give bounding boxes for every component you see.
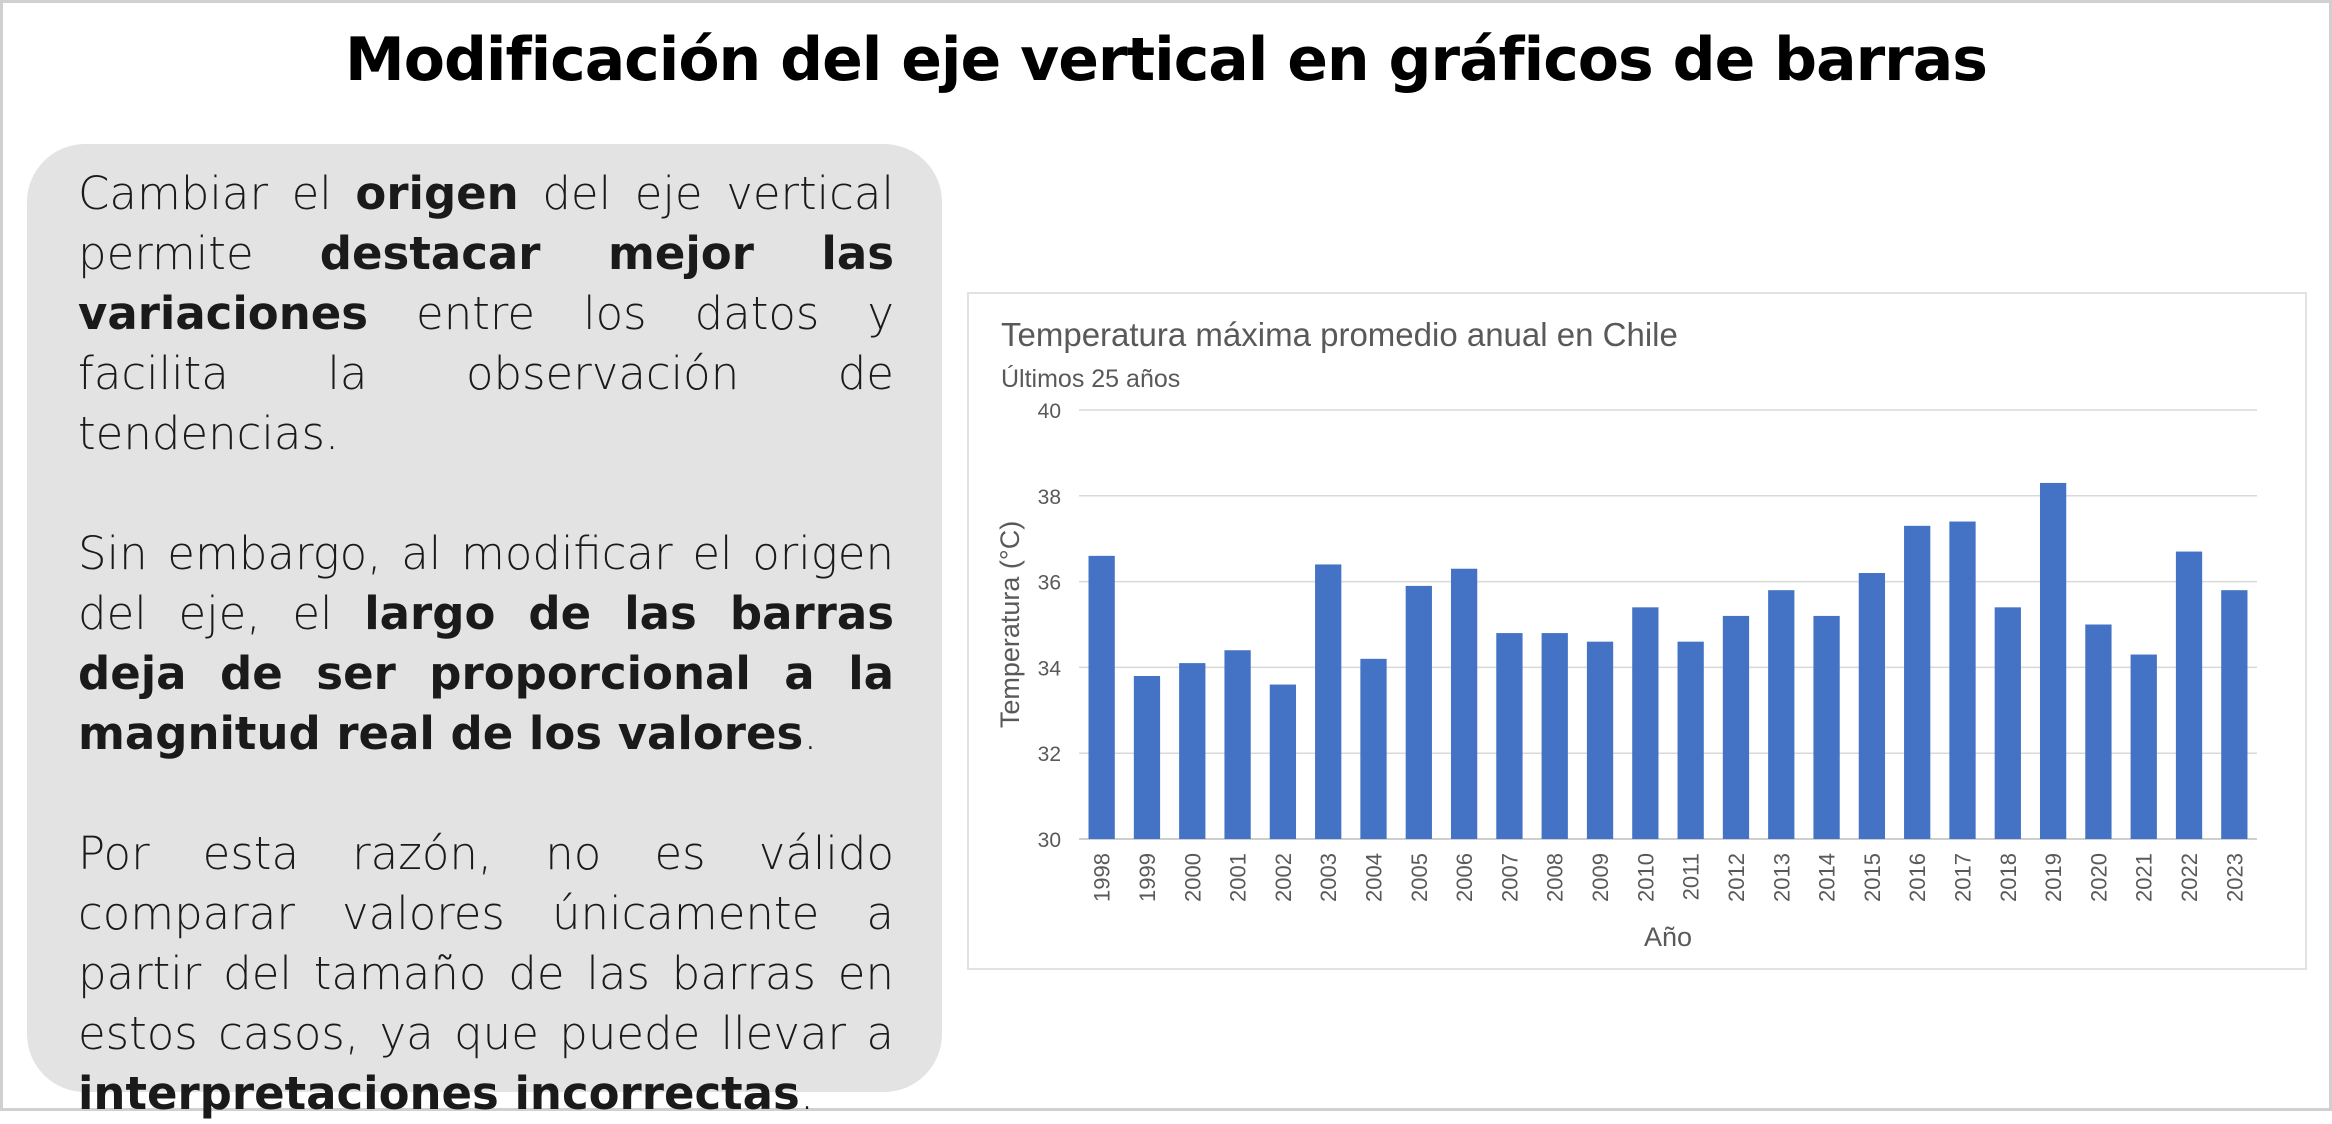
x-tick-label: 2015 — [1860, 853, 1885, 902]
emphasis-text: largo de las barras deja de ser proporci… — [78, 587, 894, 760]
bar-2000 — [1179, 663, 1206, 839]
bar-2002 — [1269, 684, 1297, 839]
emphasis-text: destacar mejor las variaciones — [78, 227, 894, 340]
y-tick-label: 34 — [1038, 657, 1062, 680]
bar-2016 — [1904, 525, 1931, 839]
bar-2005 — [1405, 585, 1432, 839]
x-tick-label: 2012 — [1724, 853, 1749, 902]
bar-2022 — [2175, 551, 2203, 839]
bar-2011 — [1677, 641, 1704, 839]
paragraph-text: . — [799, 1067, 815, 1120]
x-tick-label: 1998 — [1090, 853, 1115, 902]
bar-2009 — [1586, 641, 1614, 839]
chart-container: Temperatura máxima promedio anual en Chi… — [967, 292, 2307, 970]
bar-2003 — [1315, 564, 1342, 839]
y-tick-label: 30 — [1038, 829, 1061, 852]
bar-2007 — [1496, 633, 1523, 839]
x-tick-label: 2021 — [2132, 853, 2157, 902]
x-tick-label: 2002 — [1271, 853, 1296, 902]
x-tick-label: 2003 — [1316, 853, 1341, 902]
paragraph-proportionality: Sin embargo, al modificar el origen del … — [78, 524, 894, 764]
bar-2008 — [1541, 633, 1568, 839]
bar-1999 — [1133, 675, 1161, 839]
x-tick-label: 2011 — [1679, 853, 1704, 900]
bar-2001 — [1224, 650, 1251, 839]
paragraph-text: . — [803, 707, 818, 760]
x-tick-label: 2010 — [1633, 853, 1658, 902]
paragraph-warning: Por esta razón, no es válido comparar va… — [78, 824, 894, 1124]
x-tick-label: 2005 — [1407, 853, 1432, 902]
x-tick-label: 2009 — [1588, 853, 1613, 902]
x-tick-label: 2019 — [2041, 853, 2066, 902]
x-tick-label: 2016 — [1905, 853, 1930, 902]
bar-2004 — [1360, 658, 1387, 839]
bar-2019 — [2039, 482, 2067, 839]
y-tick-label: 36 — [1038, 572, 1061, 595]
bar-chart: Temperatura máxima promedio anual en Chi… — [995, 316, 2257, 952]
chart-title: Temperatura máxima promedio anual en Chi… — [1001, 316, 1678, 353]
bar-2020 — [2085, 624, 2112, 839]
paragraph-text: Sin embargo, al modificar el origen del … — [78, 527, 894, 640]
x-tick-label: 2018 — [1996, 853, 2021, 902]
paragraph-text: Por esta razón, no es válido comparar va… — [78, 827, 894, 1060]
bar-2006 — [1450, 568, 1478, 839]
bar-2021 — [2130, 654, 2157, 839]
x-tick-label: 2000 — [1180, 853, 1205, 902]
x-tick-label: 2008 — [1543, 853, 1568, 902]
x-tick-label: 2022 — [2177, 853, 2202, 902]
x-axis-label: Año — [1644, 922, 1692, 952]
x-tick-label: 2004 — [1362, 853, 1387, 902]
bar-2012 — [1722, 615, 1750, 839]
slide-title: Modificación del eje vertical en gráfico… — [345, 25, 1988, 95]
y-axis-label: Temperatura (°C) — [995, 521, 1025, 728]
x-tick-label: 2013 — [1769, 853, 1794, 902]
bar-2018 — [1994, 607, 2021, 839]
bar-2023 — [2221, 590, 2248, 839]
x-tick-label: 2017 — [1951, 853, 1976, 902]
emphasis-text: origen — [355, 167, 519, 220]
emphasis-text: interpretaciones incorrectas — [78, 1067, 800, 1120]
bar-2014 — [1813, 615, 1840, 839]
bar-1998 — [1088, 555, 1115, 839]
paragraph-text: del eje vertical permite — [78, 167, 894, 280]
explanation-panel: Cambiar el origen del eje vertical permi… — [27, 144, 942, 1120]
y-tick-label: 32 — [1038, 743, 1061, 766]
x-tick-label: 2020 — [2086, 853, 2111, 902]
paragraph-text: entre los datos y facilita la observació… — [78, 287, 894, 460]
y-tick-label: 38 — [1038, 486, 1061, 509]
x-tick-label: 2001 — [1226, 853, 1251, 902]
x-tick-label: 2007 — [1497, 853, 1522, 902]
x-tick-label: 2023 — [2222, 853, 2247, 902]
x-tick-label: 2014 — [1815, 853, 1840, 902]
paragraph-text: Cambiar el — [78, 167, 356, 220]
bar-2017 — [1949, 521, 1976, 839]
bar-2015 — [1858, 573, 1886, 839]
paragraph-origin: Cambiar el origen del eje vertical permi… — [78, 164, 894, 464]
x-tick-label: 1999 — [1135, 853, 1160, 902]
bar-2013 — [1768, 590, 1795, 839]
y-tick-label: 40 — [1038, 400, 1061, 423]
x-tick-label: 2006 — [1452, 853, 1477, 902]
chart-subtitle: Últimos 25 años — [1001, 364, 1180, 393]
bar-2010 — [1632, 607, 1659, 839]
